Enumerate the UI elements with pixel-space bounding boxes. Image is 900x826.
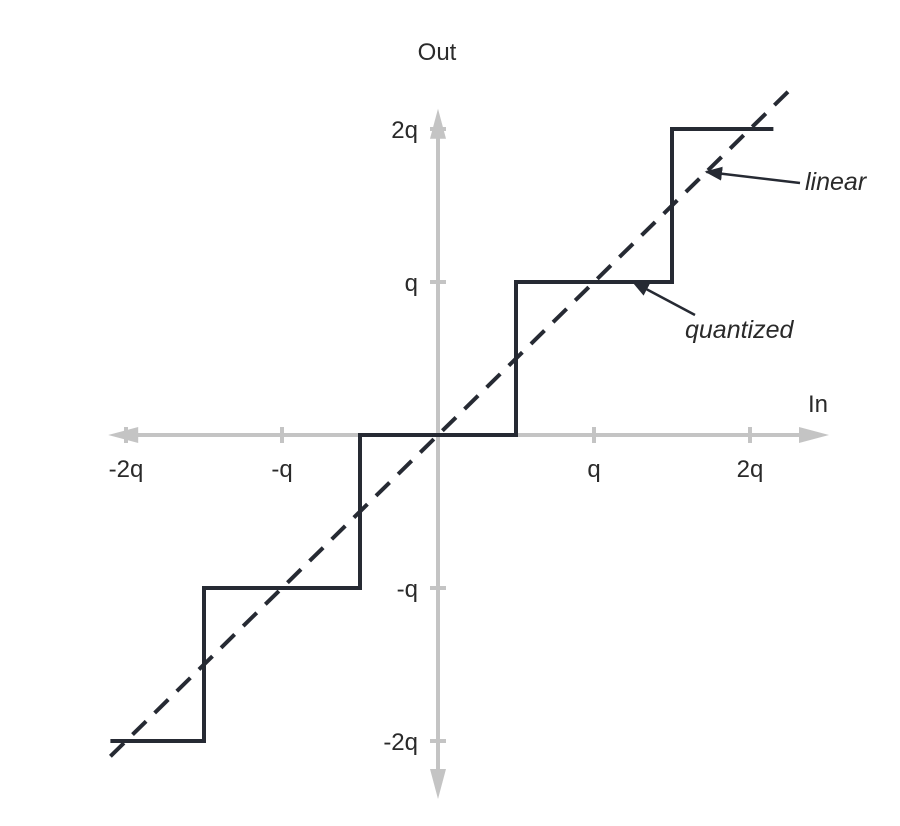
axes: [108, 108, 829, 799]
x-axis-arrow-right: [799, 427, 829, 443]
y-tick-label: 2q: [391, 117, 418, 144]
annotation-label-linear: linear: [805, 168, 868, 196]
series-layer: [108, 89, 791, 758]
annotation-arrow-quantized: [631, 280, 696, 317]
y-axis-arrow-down: [430, 768, 446, 799]
x-tick-label: 2q: [737, 456, 764, 483]
y-tick-label: -2q: [383, 729, 418, 756]
y-axis-arrow-up: [430, 108, 446, 139]
x-axis-label: In: [808, 391, 828, 418]
series-linear: [108, 89, 791, 758]
ticks: -2q -q q 2q 2q q -q -2q: [109, 117, 764, 756]
y-axis-label: Out: [418, 39, 457, 66]
y-tick-label: -q: [397, 576, 418, 603]
x-tick-label: q: [587, 456, 600, 483]
x-tick-label: -q: [271, 456, 292, 483]
annotations: linear quantized: [631, 166, 868, 344]
y-tick-label: q: [405, 270, 418, 297]
x-axis-arrow-left: [108, 427, 139, 443]
x-tick-label: -2q: [109, 456, 144, 483]
annotation-label-quantized: quantized: [685, 316, 795, 344]
annotation-arrow-linear: [704, 166, 801, 185]
